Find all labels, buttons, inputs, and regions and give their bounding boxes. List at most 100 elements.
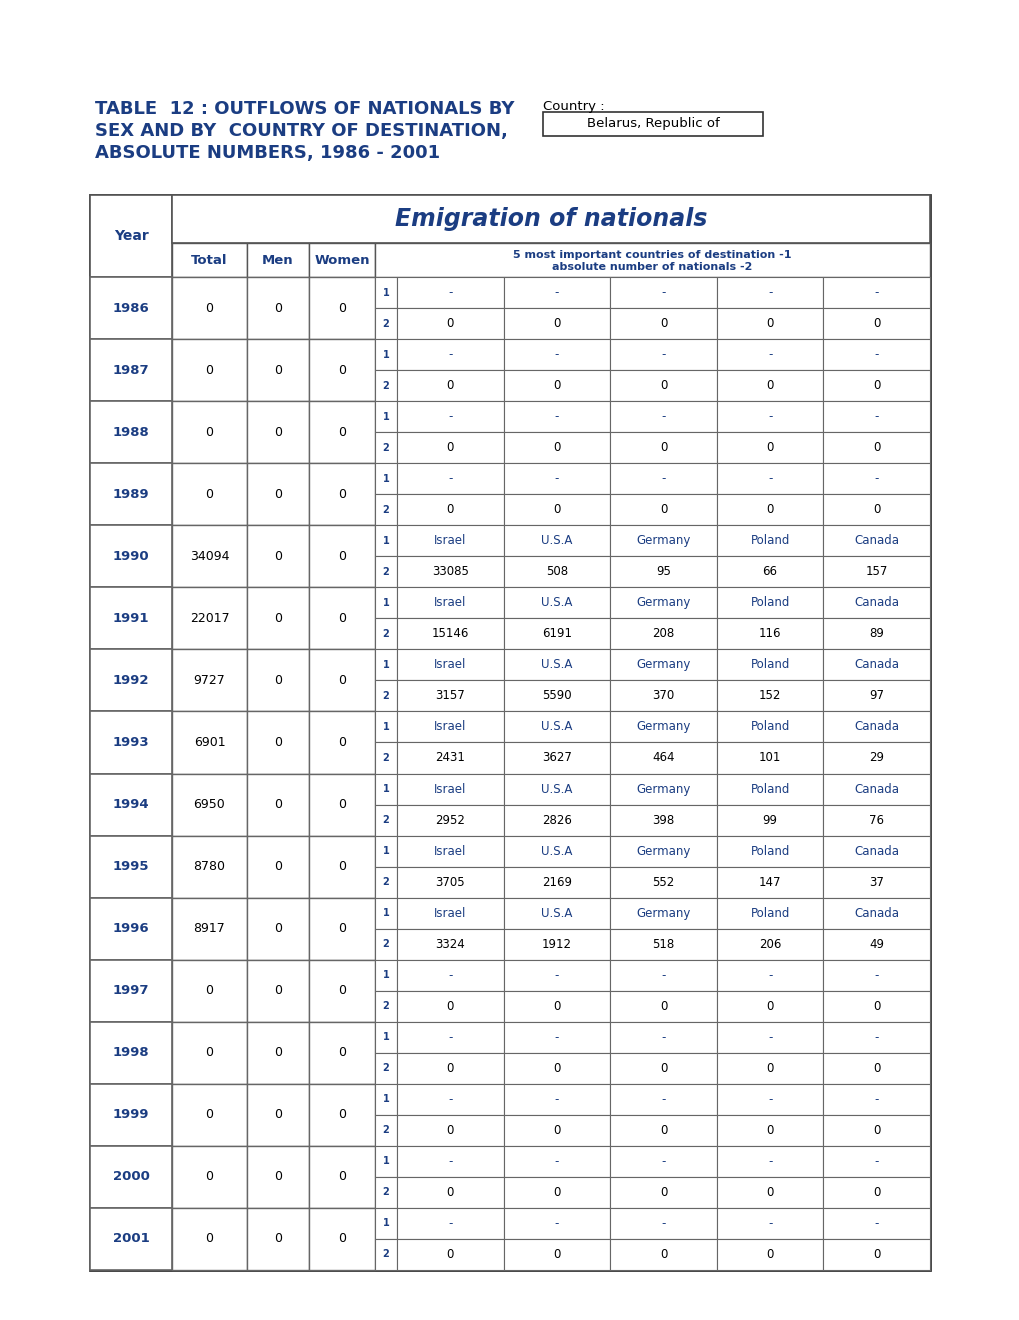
Bar [172,898,247,960]
Text: -: - [767,969,771,982]
Text: 0: 0 [765,1185,773,1199]
Bar [396,836,503,867]
Bar [822,618,929,649]
Bar [247,1208,309,1270]
Bar [375,587,396,618]
Bar [396,525,503,556]
Text: 0: 0 [765,441,773,454]
Text: 0: 0 [446,503,453,516]
Text: -: - [660,1155,665,1168]
Bar [609,960,716,991]
Bar [309,1084,375,1146]
Bar [716,649,822,680]
Bar [822,494,929,525]
Bar [609,929,716,960]
Text: U.S.A: U.S.A [541,659,572,672]
Bar [396,867,503,898]
Text: 0: 0 [872,1061,879,1074]
Bar [503,525,609,556]
Text: 6950: 6950 [194,799,225,810]
Text: 2: 2 [382,876,389,887]
Bar [609,370,716,401]
Bar [90,1208,172,1270]
Text: 0: 0 [274,985,281,997]
Text: 1987: 1987 [112,363,149,376]
Text: 1994: 1994 [112,799,149,810]
Bar [609,1239,716,1270]
Bar [247,836,309,898]
Bar [375,432,396,463]
Text: Canada: Canada [853,659,899,672]
Text: 0: 0 [872,1247,879,1261]
Text: 3627: 3627 [541,751,572,764]
Text: 0: 0 [337,799,345,810]
Bar [609,432,716,463]
Text: 1: 1 [382,412,389,421]
Bar [396,1115,503,1146]
Text: 2: 2 [382,318,389,329]
Text: 1: 1 [382,722,389,733]
Bar [172,649,247,711]
Bar [247,463,309,525]
Bar [375,277,396,308]
Bar [90,898,172,960]
Bar [716,804,822,836]
Bar [609,649,716,680]
Bar [396,1146,503,1177]
Text: -: - [873,286,878,300]
Bar [375,494,396,525]
Text: Men: Men [262,253,293,267]
Bar [396,432,503,463]
Text: -: - [660,1031,665,1044]
Bar [822,463,929,494]
Bar [396,680,503,711]
Bar [375,867,396,898]
Bar [396,1084,503,1115]
Text: absolute number of nationals -2: absolute number of nationals -2 [551,263,752,272]
Text: 1: 1 [382,1218,389,1229]
Text: 66: 66 [762,565,776,578]
Bar [716,525,822,556]
Text: 0: 0 [274,1109,281,1122]
Text: 0: 0 [337,1171,345,1184]
Text: 1993: 1993 [112,737,149,748]
Bar [247,960,309,1022]
Bar [503,1022,609,1053]
Text: 2: 2 [382,1126,389,1135]
Text: 3705: 3705 [435,875,465,888]
Bar [609,1022,716,1053]
Text: 0: 0 [205,985,213,997]
Bar [396,1022,503,1053]
Text: 0: 0 [659,1185,666,1199]
Text: 0: 0 [552,1185,560,1199]
Bar [309,277,375,339]
Bar [609,339,716,370]
Bar [309,1208,375,1270]
Text: 0: 0 [274,487,281,500]
Text: Poland: Poland [750,783,789,796]
Text: -: - [554,1093,558,1106]
Bar [309,1146,375,1208]
Text: -: - [447,473,452,486]
Bar [716,960,822,991]
Text: Israel: Israel [434,659,466,672]
Bar [716,991,822,1022]
Text: ABSOLUTE NUMBERS, 1986 - 2001: ABSOLUTE NUMBERS, 1986 - 2001 [95,144,439,162]
Bar [90,339,172,401]
Bar [609,804,716,836]
Text: 2: 2 [382,1002,389,1011]
Text: Women: Women [314,253,370,267]
Text: 101: 101 [758,751,781,764]
Bar [503,1146,609,1177]
Bar [375,339,396,370]
Bar [375,525,396,556]
Bar [375,742,396,774]
Bar [609,1146,716,1177]
Bar [716,1239,822,1270]
Text: 1: 1 [382,846,389,857]
Text: 147: 147 [758,875,781,888]
Text: SEX AND BY  COUNTRY OF DESTINATION,: SEX AND BY COUNTRY OF DESTINATION, [95,121,507,140]
Text: U.S.A: U.S.A [541,597,572,610]
Bar [503,867,609,898]
Bar [172,836,247,898]
